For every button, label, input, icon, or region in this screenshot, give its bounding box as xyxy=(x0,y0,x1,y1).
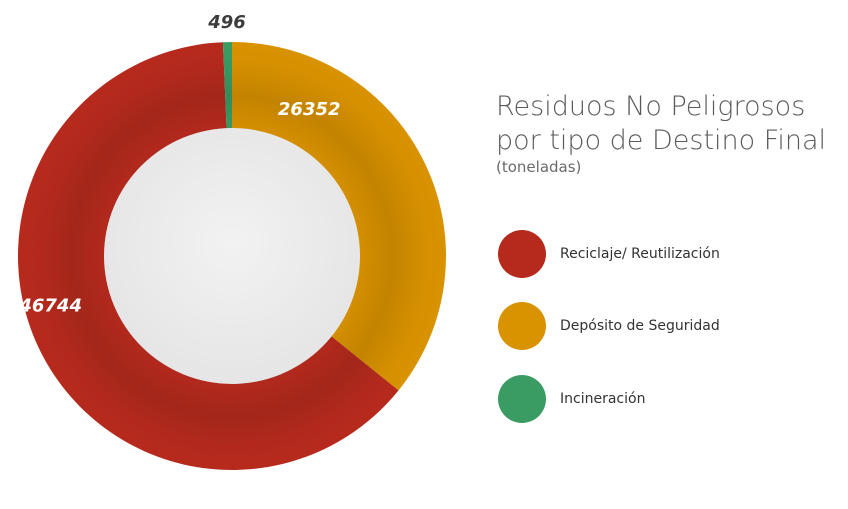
data-labels: 46744 26352 496 xyxy=(18,12,340,317)
donut-hole xyxy=(104,128,360,384)
legend-label-reciclaje: Reciclaje/ Reutilización xyxy=(560,246,720,262)
chart-title-block: Residuos No Peligrosos por tipo de Desti… xyxy=(496,90,826,176)
legend-item-reciclaje[interactable]: Reciclaje/ Reutilización xyxy=(498,230,828,278)
legend-item-deposito[interactable]: Depósito de Seguridad xyxy=(498,302,828,350)
data-label-2: 496 xyxy=(207,12,246,33)
chart-title-line-1: Residuos No Peligrosos xyxy=(496,91,806,122)
data-label-1: 26352 xyxy=(278,99,341,120)
chart-subtitle: (toneladas) xyxy=(496,158,582,176)
donut-chart: 46744 26352 496 xyxy=(17,12,446,471)
legend-item-incineracion[interactable]: Incineración xyxy=(498,375,828,423)
legend-swatch-incineracion xyxy=(498,375,546,423)
chart-title-line-2: por tipo de Destino Final xyxy=(496,125,826,156)
legend-swatch-deposito xyxy=(498,302,546,350)
legend-label-deposito: Depósito de Seguridad xyxy=(560,318,720,334)
legend-label-incineracion: Incineración xyxy=(560,391,646,407)
legend-swatch-reciclaje xyxy=(498,230,546,278)
data-label-0: 46744 xyxy=(18,296,82,317)
